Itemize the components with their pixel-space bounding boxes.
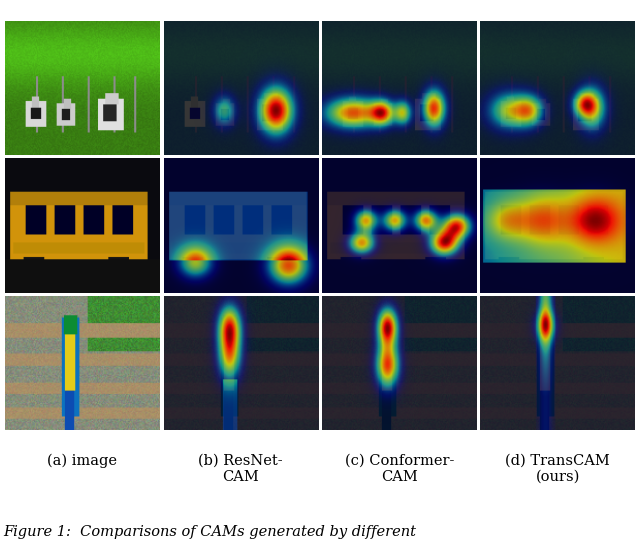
Text: (a) image: (a) image: [47, 454, 117, 468]
Text: (b) ResNet-
CAM: (b) ResNet- CAM: [198, 454, 283, 484]
Text: Figure 1:  Comparisons of CAMs generated by different: Figure 1: Comparisons of CAMs generated …: [3, 525, 416, 539]
Text: (d) TransCAM
(ours): (d) TransCAM (ours): [505, 454, 610, 484]
Text: (c) Conformer-
CAM: (c) Conformer- CAM: [344, 454, 454, 484]
